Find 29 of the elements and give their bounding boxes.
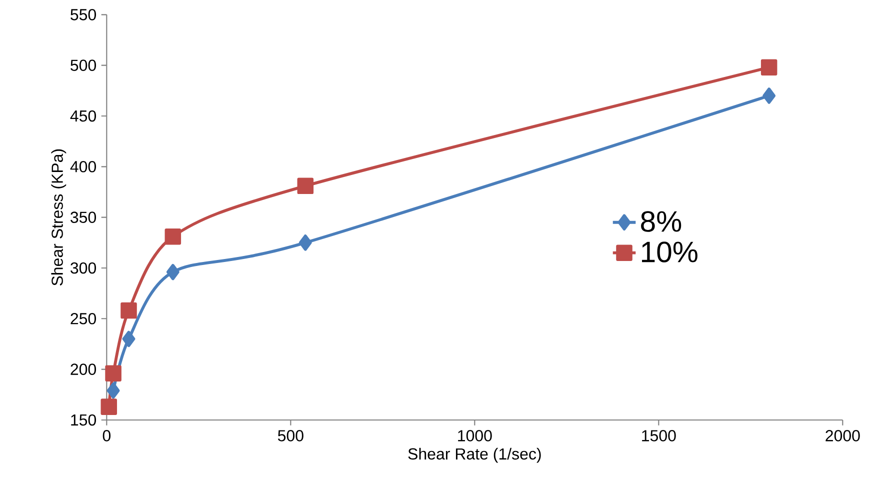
point (297, 178, 314, 194)
legend-label: 8% (641, 211, 682, 232)
point (760, 59, 778, 76)
x-axis-title: Shear Rate (1/sec) (408, 448, 541, 463)
point (166, 264, 180, 280)
x-tick-label: 1000 (458, 430, 492, 442)
point (105, 365, 122, 382)
y-tick-label: 500 (70, 60, 96, 71)
y-tick-label: 550 (70, 9, 96, 20)
point (298, 234, 312, 251)
x-tick-label: 2000 (826, 430, 860, 442)
point (100, 398, 118, 415)
y-tick-label: 250 (70, 312, 96, 324)
point (164, 228, 182, 245)
x-tick-label: 1500 (642, 430, 676, 442)
x-tick-label: 500 (278, 430, 304, 442)
y-tick-label: 150 (71, 414, 96, 426)
y-tick-label: 450 (70, 110, 96, 122)
point (762, 88, 776, 104)
y-tick-label: 200 (70, 364, 96, 375)
y-axis-title: Shear Stress (KPa) (51, 149, 66, 286)
y-tick-label: 300 (70, 262, 96, 274)
point (120, 302, 137, 319)
point (106, 382, 120, 399)
x-tick-label: 0 (102, 430, 111, 442)
point (122, 330, 136, 348)
y-tick-label: 400 (70, 160, 96, 172)
y-tick-label: 350 (70, 212, 96, 223)
legend-label: 10% (642, 242, 698, 262)
